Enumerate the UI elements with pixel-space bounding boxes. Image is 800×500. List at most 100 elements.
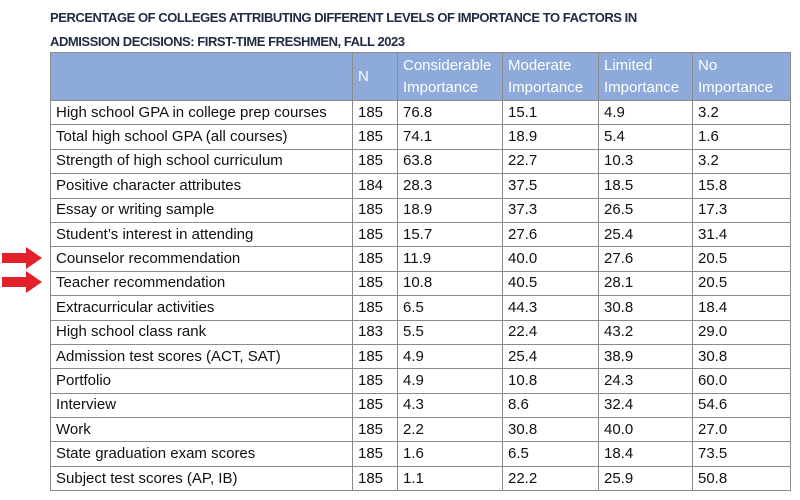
table-row: Work 185 2.2 30.8 40.0 27.0: [50, 417, 791, 443]
row-label: Total high school GPA (all courses): [50, 124, 353, 150]
row-label: Admission test scores (ACT, SAT): [50, 343, 353, 370]
cell: 40.5: [502, 270, 599, 297]
table-head: N Considerable Importance Moderate Importa…: [50, 52, 791, 101]
cell: 26.5: [598, 197, 693, 223]
cell: 1.6: [692, 124, 791, 150]
cell: 10.8: [502, 368, 599, 394]
cell: 60.0: [692, 368, 791, 394]
cell: 25.4: [598, 221, 693, 248]
cell: 73.5: [692, 441, 791, 467]
cell: 43.2: [598, 319, 693, 345]
table-body: High school GPA in college prep courses 1…: [50, 99, 791, 492]
cell: 185: [352, 270, 398, 297]
header-cell: [50, 52, 353, 101]
cell: 185: [352, 197, 398, 223]
table-row: Subject test scores (AP, IB) 185 1.1 22.2 25…: [50, 465, 791, 492]
row-label: Strength of high school curriculum: [50, 148, 353, 175]
cell: 30.8: [598, 295, 693, 321]
table-row: Portfolio 185 4.9 10.8 24.3 60.0: [50, 368, 791, 394]
row-label: Positive character attributes: [50, 173, 353, 199]
header-row: N Considerable Importance Moderate Importa…: [50, 52, 791, 101]
row-label: Portfolio: [50, 368, 353, 394]
cell: 28.3: [397, 173, 503, 199]
cell: 185: [352, 99, 398, 126]
cell: 18.4: [692, 295, 791, 321]
header-cell: Limited Importance: [598, 52, 693, 101]
arrow: [2, 271, 42, 293]
cell: 54.6: [692, 392, 791, 419]
cell: 1.1: [397, 465, 503, 492]
table-row: Interview 185 4.3 8.6 32.4 54.6: [50, 392, 791, 419]
cell: 63.8: [397, 148, 503, 175]
row-label: Interview: [50, 392, 353, 419]
cell: 20.5: [692, 246, 791, 272]
table-row: Strength of high school curriculum 185 63.…: [50, 148, 791, 175]
header-cell: No Importance: [692, 52, 791, 101]
row-label: Student’s interest in attending: [50, 221, 353, 248]
cell: 40.0: [598, 417, 693, 443]
cell: 4.9: [598, 99, 693, 126]
table-row: High school GPA in college prep courses 1…: [50, 99, 791, 126]
table-row: Teacher recommendation 185 10.8 40.5 28.1 20.…: [50, 270, 791, 297]
cell: 20.5: [692, 270, 791, 297]
cell: 50.8: [692, 465, 791, 492]
cell: 185: [352, 124, 398, 150]
row-label: State graduation exam scores: [50, 441, 353, 467]
cell: 37.5: [502, 173, 599, 199]
cell: 18.9: [502, 124, 599, 150]
arrows: [2, 247, 42, 293]
header-cell: Considerable Importance: [397, 52, 503, 101]
data-table: N Considerable Importance Moderate Importa…: [50, 52, 791, 492]
cell: 15.1: [502, 99, 599, 126]
cell: 6.5: [397, 295, 503, 321]
row-label: Extracurricular activities: [50, 295, 353, 321]
cell: 18.9: [397, 197, 503, 223]
table-row: Positive character attributes 184 28.3 37.5…: [50, 173, 791, 199]
cell: 10.8: [397, 270, 503, 297]
cell: 76.8: [397, 99, 503, 126]
cell: 38.9: [598, 343, 693, 370]
cell: 28.1: [598, 270, 693, 297]
cell: 185: [352, 246, 398, 272]
title-line: PERCENTAGE OF COLLEGES ATTRIBUTING DIFFE…: [50, 10, 637, 25]
cell: 183: [352, 319, 398, 345]
arrow: [2, 247, 42, 269]
cell: 185: [352, 392, 398, 419]
row-label: High school GPA in college prep courses: [50, 99, 353, 126]
cell: 185: [352, 465, 398, 492]
cell: 15.7: [397, 221, 503, 248]
cell: 22.7: [502, 148, 599, 175]
table-row: Essay or writing sample 185 18.9 37.3 26.5 17…: [50, 197, 791, 223]
title: PERCENTAGE OF COLLEGES ATTRIBUTING DIFFE…: [50, 6, 637, 54]
cell: 4.3: [397, 392, 503, 419]
cell: 37.3: [502, 197, 599, 223]
cell: 18.5: [598, 173, 693, 199]
header-cell: N: [352, 52, 398, 101]
header-cell: Moderate Importance: [502, 52, 599, 101]
cell: 3.2: [692, 99, 791, 126]
cell: 185: [352, 221, 398, 248]
cell: 31.4: [692, 221, 791, 248]
cell: 10.3: [598, 148, 693, 175]
cell: 185: [352, 148, 398, 175]
cell: 185: [352, 343, 398, 370]
cell: 6.5: [502, 441, 599, 467]
cell: 17.3: [692, 197, 791, 223]
row-label: Teacher recommendation: [50, 270, 353, 297]
cell: 15.8: [692, 173, 791, 199]
cell: 24.3: [598, 368, 693, 394]
cell: 32.4: [598, 392, 693, 419]
cell: 4.9: [397, 368, 503, 394]
table-row: Extracurricular activities 185 6.5 44.3 30.8…: [50, 295, 791, 321]
cell: 185: [352, 441, 398, 467]
cell: 40.0: [502, 246, 599, 272]
cell: 4.9: [397, 343, 503, 370]
cell: 22.4: [502, 319, 599, 345]
cell: 8.6: [502, 392, 599, 419]
cell: 27.6: [502, 221, 599, 248]
table-row: Admission test scores (ACT, SAT) 185 4.9 25…: [50, 343, 791, 370]
cell: 185: [352, 417, 398, 443]
cell: 185: [352, 295, 398, 321]
cell: 2.2: [397, 417, 503, 443]
